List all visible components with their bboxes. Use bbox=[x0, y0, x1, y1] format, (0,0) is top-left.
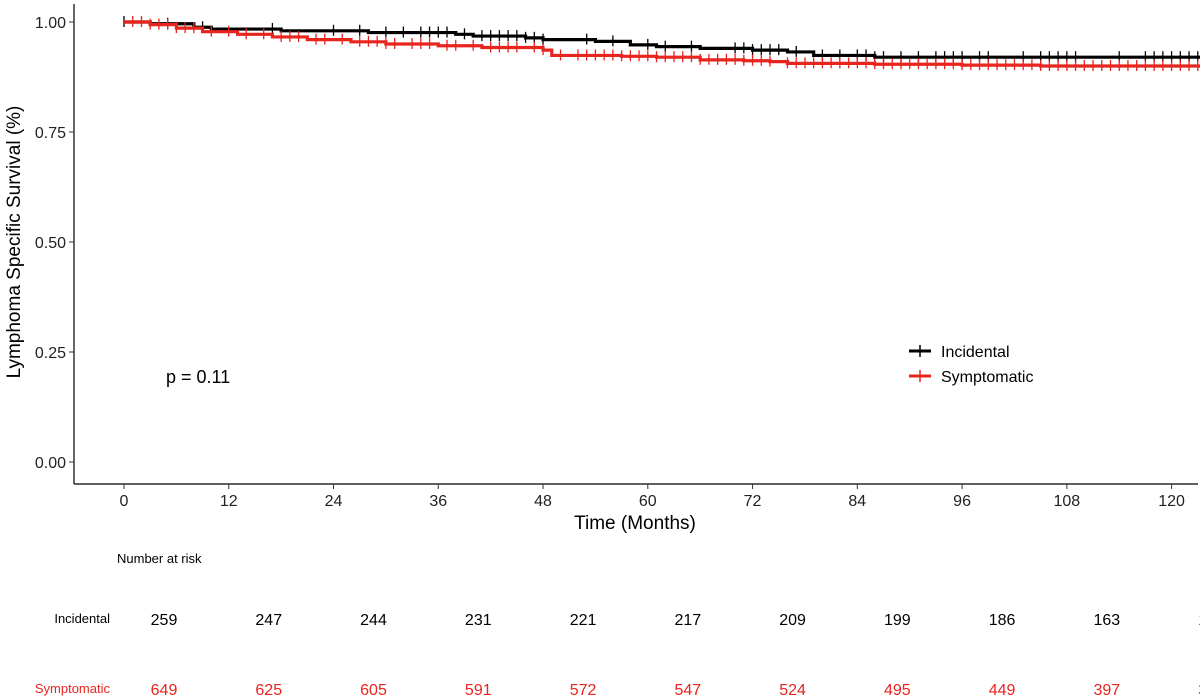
risk-count: 625 bbox=[255, 682, 282, 699]
risk-count: 572 bbox=[570, 682, 597, 699]
risk-count: 524 bbox=[779, 682, 806, 699]
y-tick-label: 0.00 bbox=[35, 455, 66, 472]
risk-count: 397 bbox=[1093, 682, 1120, 699]
risk-count: 186 bbox=[989, 612, 1016, 629]
x-tick-label: 108 bbox=[1053, 493, 1080, 510]
risk-count: 495 bbox=[884, 682, 911, 699]
series-symptomatic bbox=[124, 16, 1200, 71]
risk-count: 591 bbox=[465, 682, 492, 699]
series-incidental bbox=[123, 16, 1200, 63]
risk-count: 217 bbox=[674, 612, 701, 629]
y-tick-label: 1.00 bbox=[35, 15, 66, 32]
x-tick-label: 120 bbox=[1158, 493, 1185, 510]
risk-count: 247 bbox=[255, 612, 282, 629]
series-layer bbox=[123, 16, 1200, 71]
risk-count: 244 bbox=[360, 612, 387, 629]
survival-curve-incidental bbox=[124, 20, 1200, 59]
risk-count: 605 bbox=[360, 682, 387, 699]
x-tick-label: 72 bbox=[744, 493, 762, 510]
risk-count: 148 bbox=[1198, 612, 1200, 629]
y-axis-title: Lymphoma Specific Survival (%) bbox=[4, 106, 25, 379]
x-tick-label: 24 bbox=[325, 493, 343, 510]
risk-count: 259 bbox=[151, 612, 178, 629]
y-tick-label: 0.25 bbox=[35, 345, 66, 362]
risk-rows: Incidental 259 247 244 231 221 217 209 199 186 163… bbox=[35, 611, 1200, 699]
x-axis-title: Time (Months) bbox=[574, 513, 696, 534]
risk-table: Number at risk Incidental 259 247 244 231 221… bbox=[35, 551, 1200, 699]
risk-table-title: Number at risk bbox=[117, 551, 202, 566]
x-tick-label: 84 bbox=[848, 493, 866, 510]
legend-label-incidental: Incidental bbox=[941, 344, 1010, 361]
risk-count: 199 bbox=[884, 612, 911, 629]
p-value-annotation: p = 0.11 bbox=[166, 367, 230, 387]
x-tick-label: 60 bbox=[639, 493, 657, 510]
x-tick-label: 12 bbox=[220, 493, 238, 510]
risk-count: 547 bbox=[674, 682, 701, 699]
risk-count: 649 bbox=[151, 682, 178, 699]
risk-count: 163 bbox=[1093, 612, 1120, 629]
risk-row-label-symptomatic: Symptomatic bbox=[35, 681, 111, 696]
risk-row-label-incidental: Incidental bbox=[54, 611, 110, 626]
legend: Incidental Symptomatic bbox=[909, 344, 1033, 386]
y-tick-label: 0.75 bbox=[35, 125, 66, 142]
x-tick-label: 36 bbox=[429, 493, 447, 510]
risk-count: 449 bbox=[989, 682, 1016, 699]
survival-curve-symptomatic bbox=[124, 20, 1200, 68]
risk-count: 349 bbox=[1198, 682, 1200, 699]
axes: 0.00 0.25 0.50 0.75 1.00 0 12 24 36 48 60 72 84 96 108… bbox=[35, 4, 1198, 510]
risk-count: 209 bbox=[779, 612, 806, 629]
risk-count: 221 bbox=[570, 612, 597, 629]
legend-label-symptomatic: Symptomatic bbox=[941, 369, 1033, 386]
x-tick-label: 96 bbox=[953, 493, 971, 510]
risk-count: 231 bbox=[465, 612, 492, 629]
y-tick-label: 0.50 bbox=[35, 235, 66, 252]
x-tick-label: 0 bbox=[120, 493, 129, 510]
x-tick-label: 48 bbox=[534, 493, 552, 510]
